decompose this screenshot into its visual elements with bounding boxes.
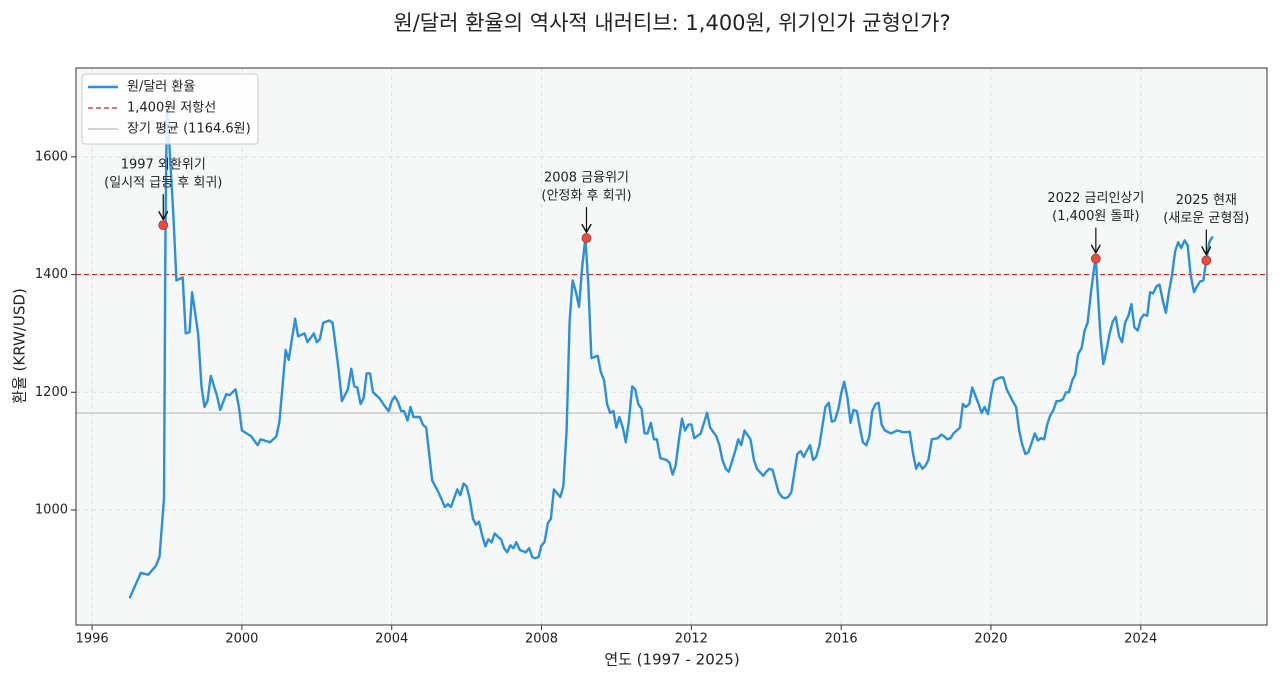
x-tick-label: 1996 (76, 632, 109, 647)
legend-label: 1,400원 저항선 (127, 101, 216, 116)
x-tick-label: 2000 (225, 632, 258, 647)
annotation-text: 2022 금리인상기 (1047, 191, 1144, 206)
legend-label: 장기 평균 (1164.6원) (127, 122, 251, 137)
annotation-text: (1,400원 돌파) (1052, 209, 1139, 224)
annotation-text: 2008 금융위기 (544, 171, 629, 186)
y-tick-label: 1600 (35, 149, 68, 164)
plot-border (75, 67, 1268, 626)
annotation-text: 1997 외환위기 (121, 158, 206, 173)
plot-area (76, 68, 1267, 625)
annotation-text: 2025 현재 (1176, 193, 1237, 208)
x-tick-label: 2020 (974, 632, 1007, 647)
annotation-marker (158, 220, 169, 231)
y-tick-label: 1000 (35, 502, 68, 517)
x-tick-label: 2016 (825, 632, 858, 647)
annotation-text: (새로운 균형점) (1163, 211, 1249, 226)
x-tick-label: 2024 (1124, 632, 1157, 647)
series-line (128, 96, 1214, 599)
x-tick-label: 2012 (675, 632, 708, 647)
y-tick-label: 1400 (35, 267, 68, 282)
chart-title: 원/달러 환율의 역사적 내러티브: 1,400원, 위기인가 균형인가? (393, 11, 950, 35)
legend-box (81, 73, 259, 145)
y-tick-label: 1200 (35, 385, 68, 400)
annotation-marker (1090, 253, 1101, 264)
annotation-text: (일시적 급등 후 회귀) (104, 176, 222, 191)
x-axis-label: 연도 (1997 - 2025) (604, 651, 739, 669)
annotation-marker (581, 233, 592, 243)
y-axis-label: 환율 (KRW/USD) (11, 288, 29, 404)
legend-label: 원/달러 환율 (127, 80, 195, 95)
x-tick-label: 2004 (375, 632, 408, 647)
annotation-marker (1201, 255, 1212, 266)
annotation-text: (안정화 후 회귀) (541, 189, 631, 204)
x-tick-label: 2008 (525, 632, 558, 647)
